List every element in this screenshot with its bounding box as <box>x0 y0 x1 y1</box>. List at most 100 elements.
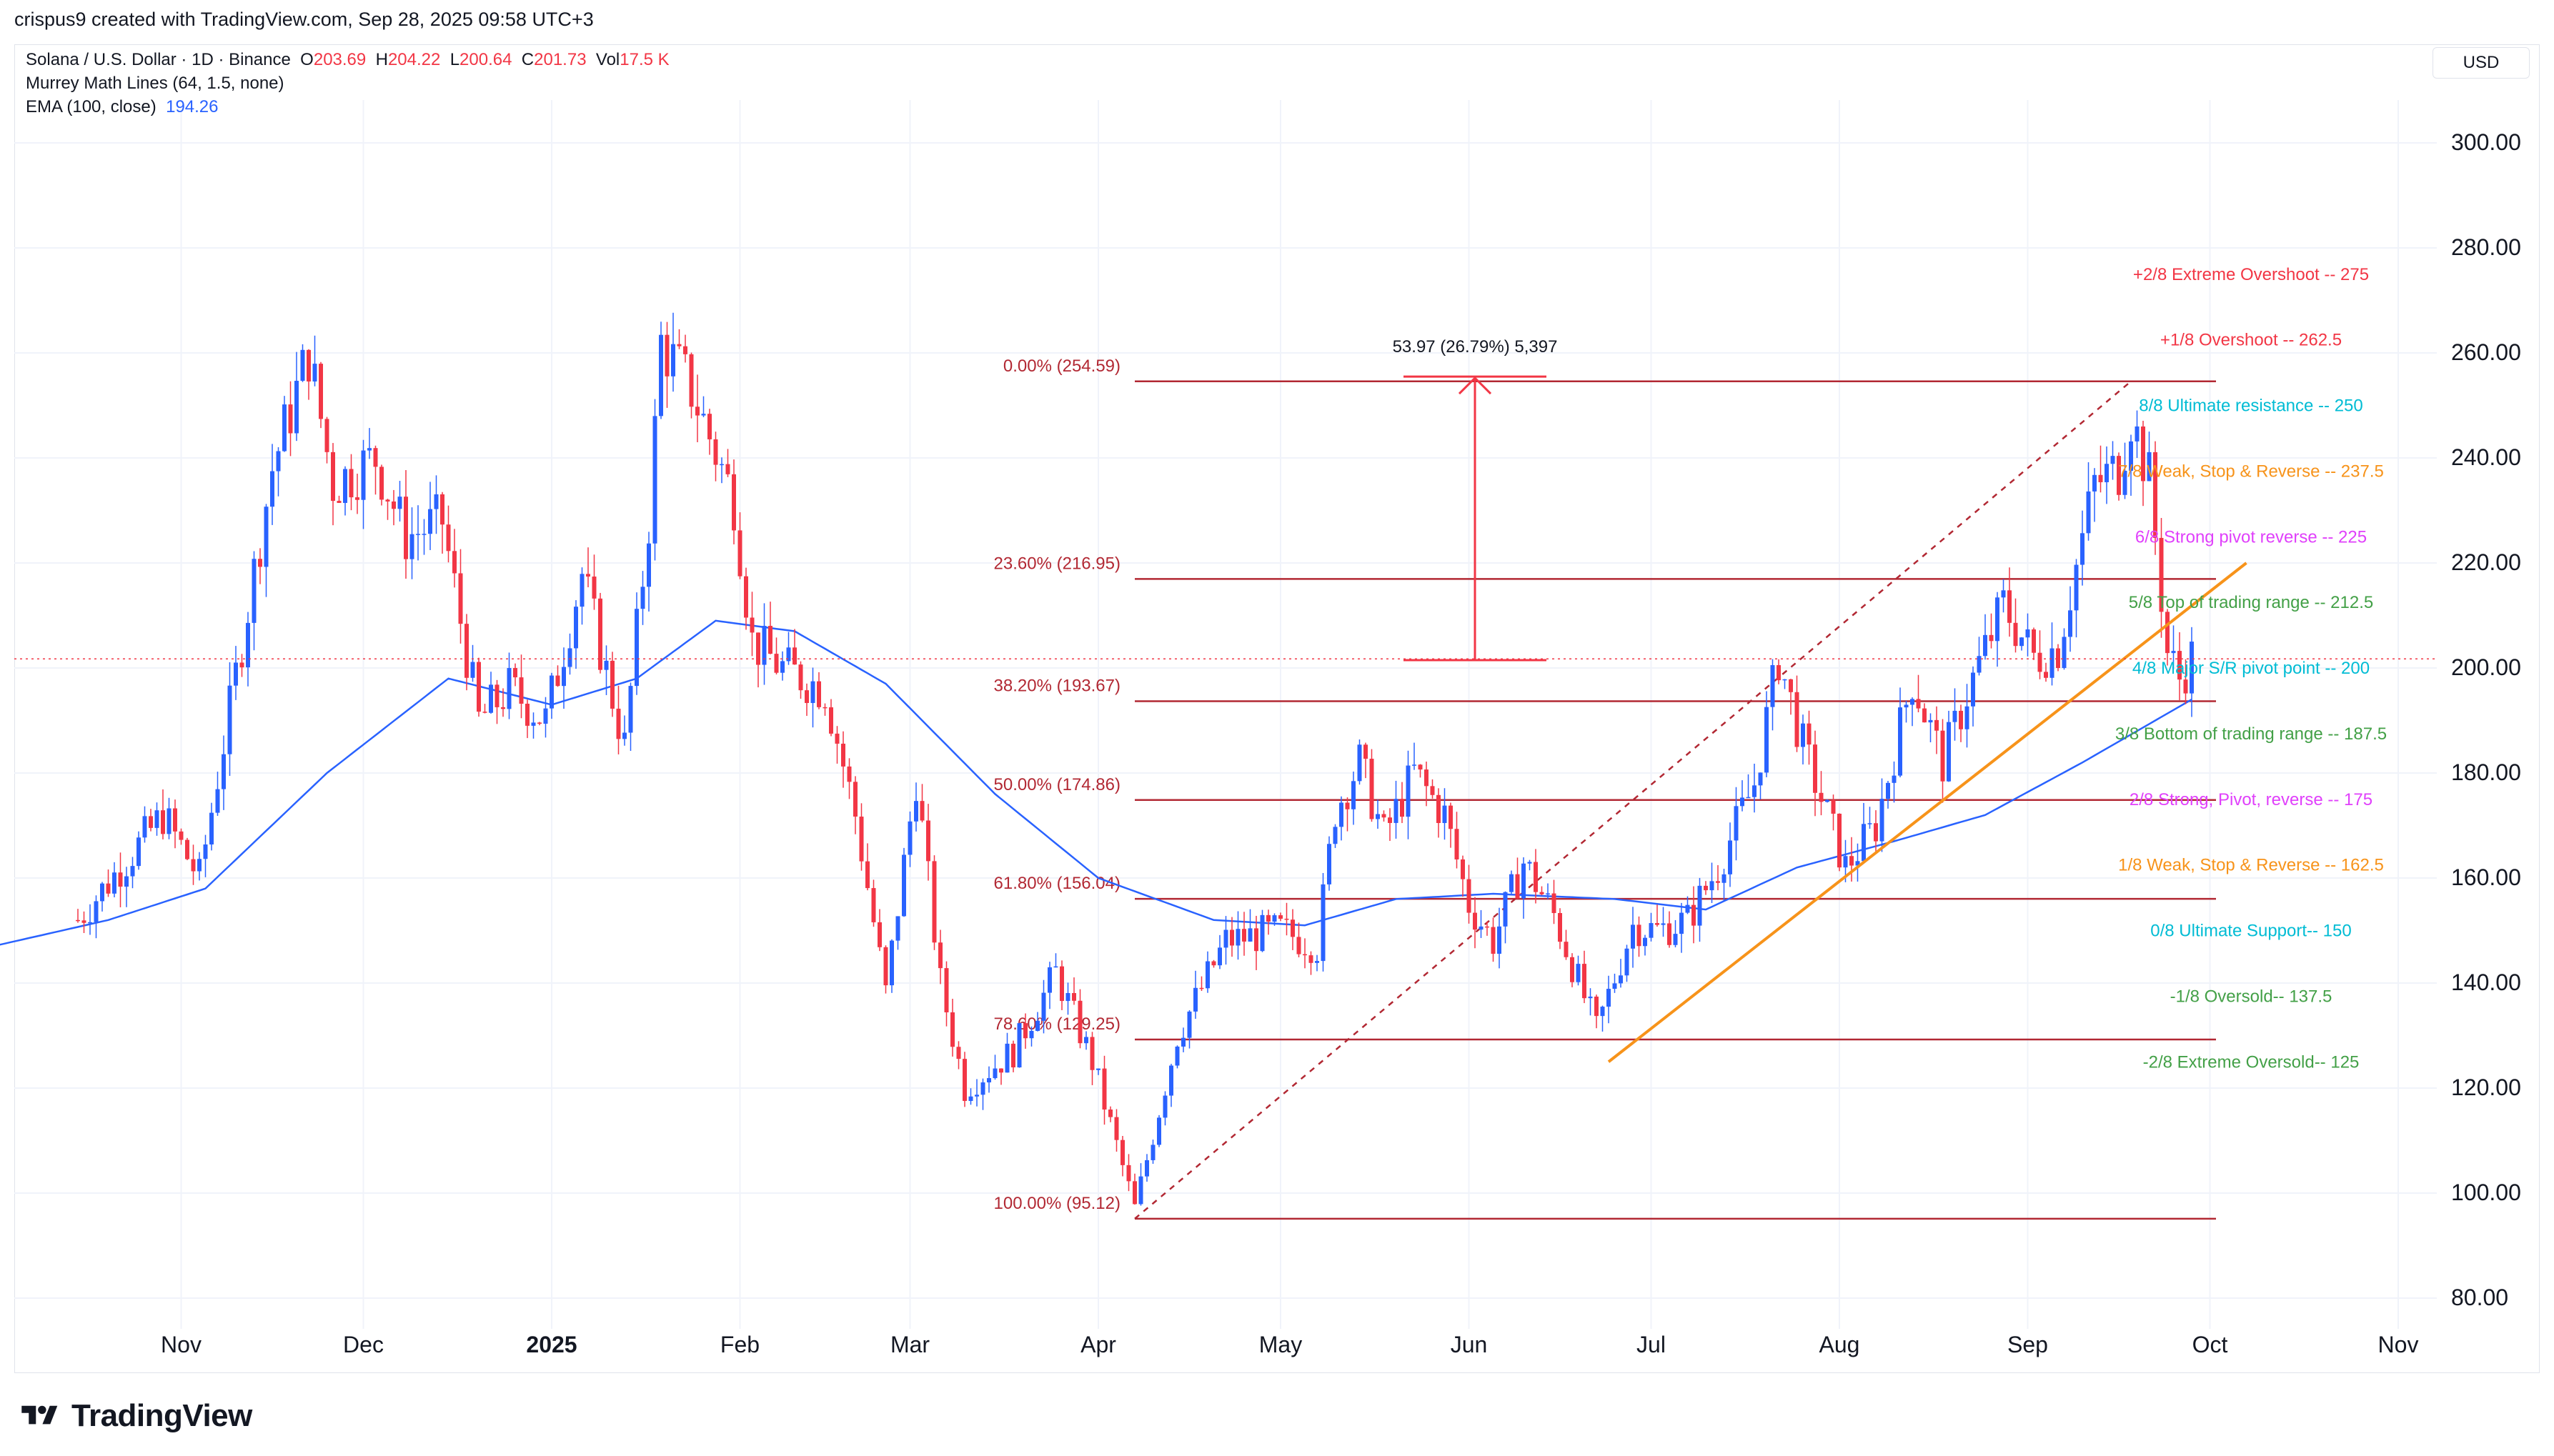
candle-body <box>1175 1046 1180 1066</box>
chart-frame[interactable] <box>14 44 2540 1373</box>
candle-body <box>1716 881 1720 883</box>
candle-body <box>902 854 906 917</box>
candle-body <box>1631 924 1635 949</box>
candle-body <box>883 947 888 986</box>
candle-body <box>2105 464 2109 482</box>
candle-body <box>1345 802 1350 809</box>
fib-level-label: 78.60% (129.25) <box>994 1014 1121 1034</box>
candle-body <box>276 451 281 472</box>
candle-body <box>203 844 208 859</box>
candle-body <box>2141 426 2145 482</box>
candle-body <box>2037 652 2042 672</box>
murrey-labels: +2/8 Extreme Overshoot -- 275 +1/8 Oversh… <box>2115 265 2387 1072</box>
candle-body <box>1461 859 1465 879</box>
currency-selector[interactable]: USD <box>2433 47 2530 79</box>
candles-layer <box>76 312 2194 1206</box>
candle-body <box>1023 1023 1028 1039</box>
candle-body <box>695 407 700 416</box>
candle-body <box>1291 919 1295 937</box>
candle-body <box>798 664 803 691</box>
candle-body <box>659 334 663 417</box>
candle-body <box>1619 975 1623 984</box>
candle-body <box>2056 648 2060 669</box>
candle-body <box>282 404 287 452</box>
candle-body <box>1485 926 1489 928</box>
candle-body <box>1351 781 1356 809</box>
candle-body <box>1594 996 1599 1017</box>
legend-ema-line[interactable]: EMA (100, close) 194.26 <box>26 97 219 117</box>
candle-body <box>878 922 882 947</box>
murrey-line-label: 4/8 Major S/R pivot point -- 200 <box>2132 659 2370 678</box>
y-tick-label: 180.00 <box>2451 759 2521 785</box>
candle-body <box>1248 928 1253 942</box>
candle-body <box>1005 1043 1010 1073</box>
candle-body <box>446 524 451 552</box>
candle-body <box>968 1096 973 1102</box>
candle-body <box>2007 590 2012 623</box>
candle-body <box>185 839 189 859</box>
candle-body <box>1673 934 1678 945</box>
legend-murrey-line[interactable]: Murrey Math Lines (64, 1.5, none) <box>26 74 284 94</box>
candle-body <box>1971 672 1975 707</box>
candle-body <box>1794 692 1799 747</box>
candle-body <box>1211 961 1216 966</box>
legend-open-label: O <box>300 50 314 69</box>
candle-body <box>847 766 852 782</box>
y-tick-label: 260.00 <box>2451 339 2521 365</box>
candle-body <box>1308 955 1313 963</box>
candle-body <box>774 654 779 673</box>
candle-body <box>1236 929 1241 946</box>
candle-body <box>1491 927 1496 954</box>
legend-ema-value: 194.26 <box>166 97 219 116</box>
candle-body <box>1096 1068 1100 1070</box>
candle-body <box>130 866 135 877</box>
candle-body <box>2074 564 2079 611</box>
candle-body <box>647 543 651 587</box>
candle-body <box>908 821 913 855</box>
tradingview-logo-icon <box>21 1405 58 1425</box>
candle-body <box>1029 1030 1034 1039</box>
candle-body <box>895 916 900 941</box>
candle-body <box>1558 913 1562 942</box>
candle-body <box>1777 665 1781 681</box>
candle-body <box>1813 744 1817 793</box>
candle-body <box>2080 533 2085 565</box>
candle-body <box>124 876 129 887</box>
candle-body <box>1199 987 1204 989</box>
candle-body <box>434 494 439 509</box>
candle-body <box>2153 452 2157 538</box>
candle-body <box>628 686 633 733</box>
measure-arrow-head <box>1458 376 1492 395</box>
candle-body <box>1406 765 1411 817</box>
candle-body <box>2019 637 2024 647</box>
candle-body <box>555 675 560 687</box>
candle-body <box>507 668 512 709</box>
candle-body <box>817 681 821 707</box>
tradingview-logo[interactable]: TradingView <box>16 1395 252 1437</box>
candle-body <box>805 690 809 704</box>
candle-body <box>416 534 420 535</box>
candle-body <box>1709 881 1714 891</box>
candle-body <box>1479 926 1484 930</box>
candle-body <box>2117 456 2121 495</box>
candle-body <box>1393 799 1398 823</box>
candle-body <box>94 901 99 922</box>
candle-body <box>1807 723 1812 745</box>
x-tick-label: May <box>1259 1332 1302 1357</box>
candle-body <box>149 816 153 828</box>
candle-body <box>1728 840 1732 874</box>
candle-body <box>537 722 542 724</box>
candle-body <box>1121 1140 1125 1165</box>
x-tick-label: Sep <box>2007 1332 2048 1357</box>
candle-body <box>987 1078 991 1083</box>
legend-close-label: C <box>521 50 535 69</box>
candle-body <box>1964 706 1969 729</box>
candle-body <box>652 416 657 544</box>
candle-body <box>1163 1095 1168 1118</box>
candle-body <box>1266 914 1271 922</box>
candle-body <box>1284 918 1289 920</box>
candle-body <box>1084 1037 1088 1044</box>
candle-body <box>1667 923 1671 945</box>
candle-body <box>926 820 930 862</box>
